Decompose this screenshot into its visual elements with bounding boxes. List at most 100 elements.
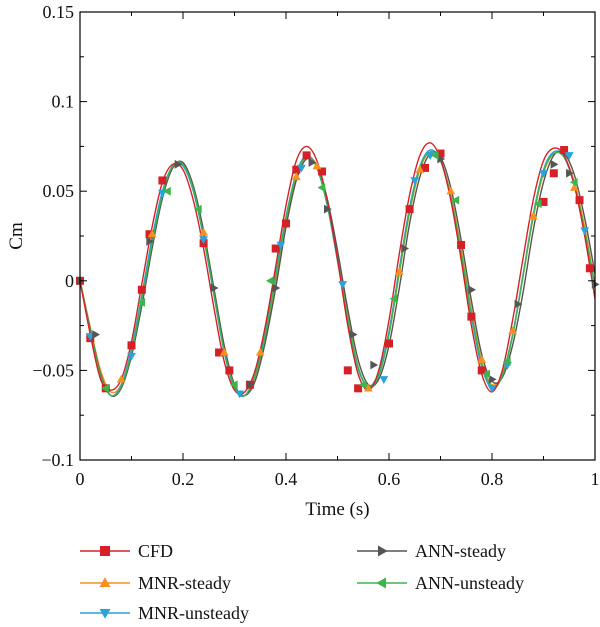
ann-unsteady-point <box>569 177 578 187</box>
cfd-line <box>80 142 595 395</box>
mnr-unsteady-point <box>199 236 208 245</box>
mnr-unsteady-point <box>539 170 548 178</box>
cfd-point <box>405 205 414 214</box>
ann-unsteady-point <box>229 380 238 390</box>
cfd-point <box>292 165 301 174</box>
legend-label: MNR-unsteady <box>138 603 249 623</box>
ann-steady-point <box>146 236 155 246</box>
cfd-point <box>215 348 224 357</box>
mnr-steady-point <box>477 355 487 363</box>
cfd-point <box>477 366 486 375</box>
y-tick-label: 0 <box>65 271 74 291</box>
ann-unsteady-point <box>533 199 542 209</box>
legend-swatch-marker <box>376 577 386 589</box>
mnr-steady-point <box>364 383 373 392</box>
x-axis-title: Time (s) <box>305 499 369 520</box>
ann-steady-point <box>550 159 559 169</box>
legend-label: MNR-steady <box>138 573 231 593</box>
legend-swatch-marker <box>100 546 110 556</box>
legend-item-ann-unsteady: ANN-unsteady <box>357 573 524 593</box>
ann-steady-point <box>468 285 476 295</box>
mnr-steady-line <box>80 150 595 397</box>
ann-steady-point <box>349 330 358 339</box>
cfd-point <box>467 312 476 321</box>
ann-unsteady-point <box>137 297 145 307</box>
cfd-point <box>271 244 280 253</box>
mnr-steady-point <box>255 347 265 356</box>
cfd-point <box>549 169 558 178</box>
cfd-point <box>158 176 167 185</box>
x-tick-label: 0.4 <box>275 469 298 489</box>
legend-item-mnr-steady: MNR-steady <box>80 573 231 593</box>
legend-item-cfd: CFD <box>80 541 173 561</box>
ann-unsteady-point <box>451 195 460 205</box>
ann-steady-point <box>514 299 523 309</box>
ann-unsteady-point <box>101 383 109 393</box>
plot-frame <box>79 11 596 461</box>
cfd-point <box>302 151 311 160</box>
ann-unsteady-line <box>80 150 595 397</box>
ann-steady-point <box>210 283 219 293</box>
cfd-point <box>225 366 234 375</box>
ann-steady-point <box>401 244 410 253</box>
cfd-point <box>282 219 290 228</box>
ann-unsteady-point <box>265 276 274 286</box>
ann-unsteady-point <box>502 357 511 366</box>
cfd-point <box>127 341 136 350</box>
legend-label: CFD <box>138 541 173 561</box>
ann-unsteady-point <box>193 204 202 214</box>
ann-steady-point <box>437 154 446 164</box>
mnr-steady-point <box>394 267 404 276</box>
mnr-unsteady-point <box>580 227 590 236</box>
mnr-unsteady-point <box>276 241 286 250</box>
y-tick-label: 0.05 <box>43 181 75 201</box>
cfd-point <box>436 149 445 158</box>
mnr-unsteady-point <box>410 177 420 186</box>
legend-item-mnr-unsteady: MNR-unsteady <box>80 603 249 623</box>
ann-steady-point <box>488 374 497 384</box>
ann-unsteady-point <box>389 294 398 304</box>
legend-label: ANN-steady <box>415 541 506 561</box>
axes: 0 0.2 0.4 0.6 0.8 1 −0.1 −0.05 0 0.05 0.1 0.15 <box>32 2 599 489</box>
y-axis-title: Cm <box>6 222 27 250</box>
mnr-steady-point <box>219 347 229 356</box>
y-tick-label: −0.1 <box>41 450 74 470</box>
ann-unsteady-point <box>430 150 439 160</box>
mnr-steady-point <box>528 211 538 220</box>
mnr-steady-point <box>570 183 579 191</box>
legend-swatch-marker <box>99 609 111 619</box>
ann-unsteady-point <box>162 186 171 196</box>
cfd-point <box>585 264 594 273</box>
series-markers <box>76 145 600 399</box>
ann-steady-point <box>566 168 574 178</box>
mnr-unsteady-point <box>425 152 435 160</box>
ann-steady-point <box>272 283 281 293</box>
legend-swatch-marker <box>378 545 388 557</box>
ann-steady-point <box>174 159 183 169</box>
cfd-point <box>457 240 466 249</box>
cfd-point <box>354 384 363 393</box>
y-tick-label: 0.1 <box>52 92 75 112</box>
legend-label: ANN-unsteady <box>415 573 524 593</box>
ann-steady-line <box>80 150 595 397</box>
ann-steady-point <box>246 380 255 390</box>
cfd-point <box>421 163 430 172</box>
mnr-unsteady-point <box>564 152 574 160</box>
x-tick-label: 0.2 <box>172 469 195 489</box>
cfd-point <box>575 196 584 205</box>
cfd-point <box>385 339 393 348</box>
mnr-unsteady-point <box>487 385 497 393</box>
mnr-steady-point <box>147 229 157 238</box>
x-tick-label: 0.6 <box>378 469 401 489</box>
ann-unsteady-point <box>317 183 326 193</box>
ann-steady-point <box>591 279 600 289</box>
cfd-point <box>137 285 146 294</box>
mnr-steady-point <box>116 374 126 383</box>
legend: CFD MNR-steady MNR-unsteady ANN-steady ANN-u… <box>80 541 524 623</box>
mnr-unsteady-point <box>235 390 245 399</box>
mnr-steady-point <box>199 227 208 236</box>
series-curves <box>80 142 595 398</box>
mnr-steady-point <box>291 172 301 181</box>
cfd-point <box>318 167 327 176</box>
